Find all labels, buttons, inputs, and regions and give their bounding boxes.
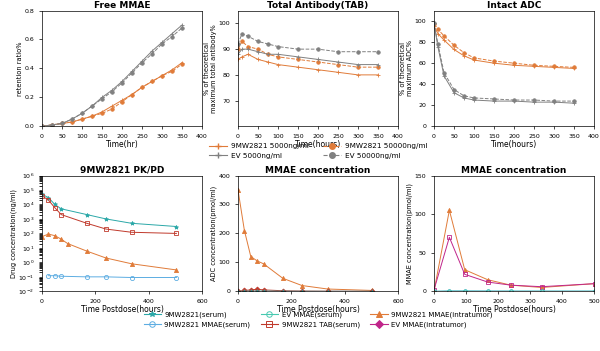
Title: MMAE concentration: MMAE concentration <box>461 166 566 175</box>
Title: Intact ADC: Intact ADC <box>487 1 541 10</box>
Title: 9MW2821 PK/PD: 9MW2821 PK/PD <box>80 166 164 175</box>
Y-axis label: retention ratio%: retention ratio% <box>17 41 23 96</box>
Title: Free MMAE: Free MMAE <box>94 1 150 10</box>
X-axis label: Time Postdose(hours): Time Postdose(hours) <box>277 305 359 314</box>
X-axis label: Time(hr): Time(hr) <box>106 140 139 150</box>
Y-axis label: Drug concentration(ng/ml): Drug concentration(ng/ml) <box>10 189 17 278</box>
X-axis label: Time(hours): Time(hours) <box>295 140 341 150</box>
X-axis label: Time Postdose(hours): Time Postdose(hours) <box>80 305 163 314</box>
Y-axis label: ADC concentration(pmol/ml): ADC concentration(pmol/ml) <box>211 186 217 281</box>
X-axis label: Time(hours): Time(hours) <box>491 140 537 150</box>
Y-axis label: % of theoretical
maximum total antibody%: % of theoretical maximum total antibody% <box>205 24 217 113</box>
Y-axis label: MMAE concentration(pmol/ml): MMAE concentration(pmol/ml) <box>407 183 413 284</box>
Title: MMAE concentration: MMAE concentration <box>265 166 371 175</box>
Legend: 9MW2821(serum), 9MW2821 MMAE(serum), EV MMAE(serum), 9MW2821 TAB(serum), 9MW2821: 9MW2821(serum), 9MW2821 MMAE(serum), EV … <box>141 309 495 331</box>
X-axis label: Time Postdose(hours): Time Postdose(hours) <box>473 305 556 314</box>
Legend: 9MW2821 5000ng/ml, EV 5000ng/ml, 9MW2821 50000ng/ml, EV 50000ng/ml: 9MW2821 5000ng/ml, EV 5000ng/ml, 9MW2821… <box>206 140 430 162</box>
Title: Total Antibody(TAB): Total Antibody(TAB) <box>268 1 368 10</box>
Y-axis label: % of theoretical
maximum ADC%: % of theoretical maximum ADC% <box>400 40 413 97</box>
